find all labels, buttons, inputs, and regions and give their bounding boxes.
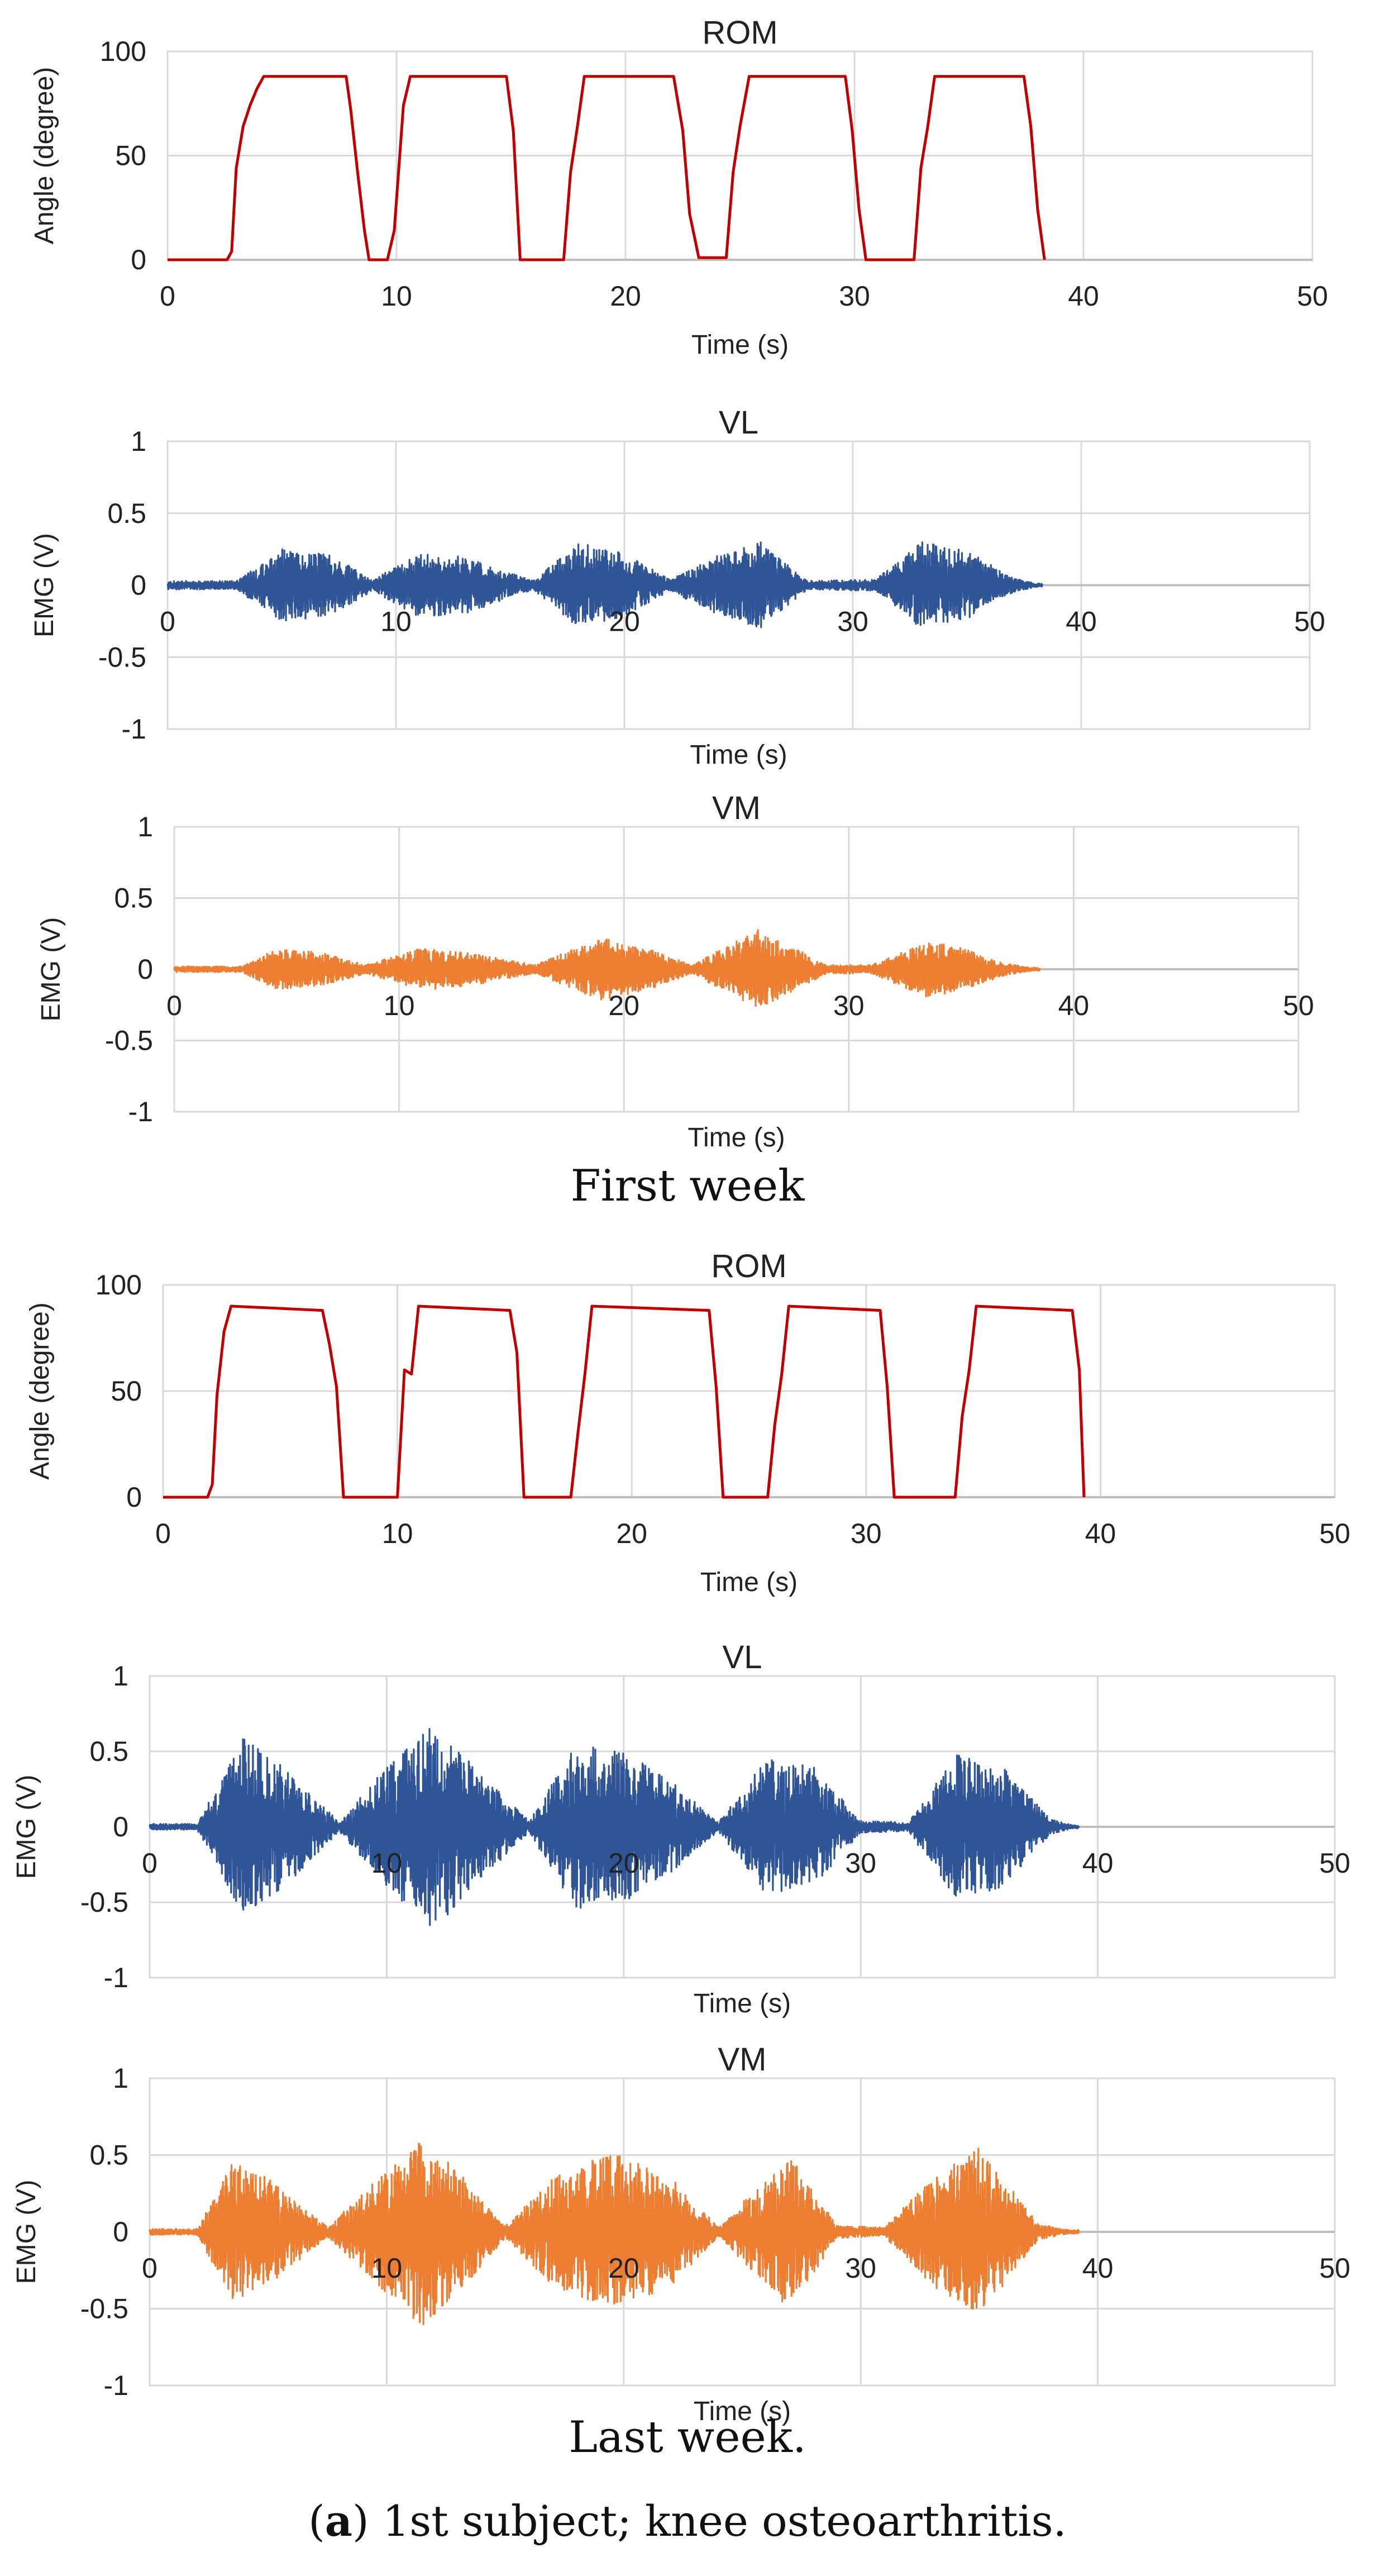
figure-caption-suffix: ) 1st subject; knee osteoarthritis. xyxy=(352,2496,1067,2546)
y-tick-label: -0.5 xyxy=(105,1025,153,1056)
chart-title: ROM xyxy=(702,15,777,51)
x-tick-label: 0 xyxy=(160,606,175,637)
y-tick-label: -1 xyxy=(122,713,146,745)
x-axis-title: Time (s) xyxy=(700,1568,798,1597)
y-tick-label: 0 xyxy=(113,2216,128,2248)
y-axis-title: EMG (V) xyxy=(12,2180,41,2284)
y-tick-label: -0.5 xyxy=(98,641,146,673)
figure-caption: (a) 1st subject; knee osteoarthritis. xyxy=(0,2496,1375,2546)
y-tick-label: 0.5 xyxy=(107,498,146,529)
x-tick-label: 20 xyxy=(609,606,640,637)
x-tick-label: 50 xyxy=(1319,2253,1350,2284)
emg-series-line xyxy=(173,929,1041,1007)
x-tick-label: 20 xyxy=(608,990,639,1021)
y-tick-label: 0.5 xyxy=(89,1736,128,1767)
y-tick-label: 0 xyxy=(113,1811,128,1842)
y-tick-label: -1 xyxy=(104,1962,128,1993)
y-tick-label: -1 xyxy=(128,1096,153,1127)
x-tick-label: 10 xyxy=(381,280,412,312)
x-tick-label: 40 xyxy=(1082,1848,1114,1879)
chart-title: VM xyxy=(718,2041,767,2078)
y-tick-label: -0.5 xyxy=(80,1887,128,1918)
y-tick-label: 0 xyxy=(131,570,146,601)
y-tick-label: 1 xyxy=(131,426,146,457)
figure-caption-letter: a xyxy=(324,2496,353,2546)
x-tick-label: 0 xyxy=(142,2253,157,2284)
y-axis-title: EMG (V) xyxy=(30,533,59,637)
x-tick-label: 20 xyxy=(608,1848,639,1879)
x-tick-label: 0 xyxy=(155,1518,171,1549)
y-tick-label: 50 xyxy=(115,140,146,172)
figure-caption-prefix: ( xyxy=(308,2496,325,2546)
y-tick-label: 0.5 xyxy=(89,2140,128,2171)
x-tick-label: 50 xyxy=(1297,280,1328,312)
x-tick-label: 30 xyxy=(839,280,870,312)
chart-first-rom: ROM 0 50 100 0 10 20 30 40 50 Time (s) Angle (degre… xyxy=(30,15,1328,360)
x-tick-label: 20 xyxy=(608,2253,639,2284)
x-axis-title: Time (s) xyxy=(690,740,787,770)
y-tick-label: 1 xyxy=(113,1660,128,1692)
x-tick-label: 50 xyxy=(1283,990,1314,1021)
x-tick-label: 50 xyxy=(1294,606,1325,637)
x-tick-label: 30 xyxy=(845,2253,876,2284)
emg-series-line xyxy=(149,2142,1080,2325)
y-tick-label: -0.5 xyxy=(80,2293,128,2325)
y-tick-label: 1 xyxy=(113,2063,128,2094)
x-tick-label: 40 xyxy=(1068,280,1099,312)
section-label-last-week: Last week. xyxy=(569,2412,806,2463)
y-tick-label: 50 xyxy=(111,1375,142,1407)
y-tick-label: 100 xyxy=(96,1269,142,1301)
x-tick-label: 0 xyxy=(142,1848,157,1879)
x-tick-label: 40 xyxy=(1082,2253,1114,2284)
x-axis-title: Time (s) xyxy=(694,2397,791,2426)
rom-series-line xyxy=(163,1304,1086,1499)
y-tick-label: 0 xyxy=(137,954,153,985)
x-axis-title: Time (s) xyxy=(691,330,789,360)
x-tick-label: 10 xyxy=(382,1518,413,1549)
x-tick-label: 40 xyxy=(1066,606,1097,637)
y-axis-title: EMG (V) xyxy=(12,1775,41,1879)
x-tick-label: 30 xyxy=(845,1848,876,1879)
x-tick-label: 50 xyxy=(1319,1518,1350,1549)
x-tick-label: 20 xyxy=(616,1518,647,1549)
emg-series-line xyxy=(166,541,1044,628)
emg-series-line xyxy=(149,1728,1080,1926)
x-tick-label: 40 xyxy=(1085,1518,1116,1549)
x-axis-title: Time (s) xyxy=(694,1989,791,2018)
y-axis-title: Angle (degree) xyxy=(25,1302,55,1480)
x-tick-label: 10 xyxy=(371,1848,403,1879)
x-tick-label: 10 xyxy=(384,990,415,1021)
y-axis-title: EMG (V) xyxy=(36,917,66,1022)
x-tick-label: 30 xyxy=(837,606,868,637)
x-axis-title: Time (s) xyxy=(688,1123,785,1153)
y-tick-label: 0 xyxy=(131,244,146,275)
section-label-first-week: First week xyxy=(570,1161,805,1211)
chart-title: VM xyxy=(712,790,761,826)
x-tick-label: 30 xyxy=(833,990,865,1021)
x-tick-label: 0 xyxy=(166,990,182,1021)
y-tick-label: 100 xyxy=(100,36,146,67)
y-tick-label: 1 xyxy=(137,811,153,842)
chart-last-rom: ROM 0 50 100 0 10 20 30 40 50 Time (s) Angle (degre… xyxy=(25,1248,1350,1597)
chart-title: VL xyxy=(719,404,758,441)
x-tick-label: 10 xyxy=(371,2253,403,2284)
x-tick-label: 0 xyxy=(160,280,175,312)
chart-title: VL xyxy=(723,1639,762,1675)
y-tick-label: -1 xyxy=(104,2370,128,2401)
x-tick-label: 30 xyxy=(851,1518,882,1549)
rom-series-line xyxy=(168,75,1046,261)
y-tick-label: 0.5 xyxy=(114,883,153,914)
y-tick-label: 0 xyxy=(126,1482,142,1513)
x-tick-label: 40 xyxy=(1058,990,1090,1021)
x-tick-label: 10 xyxy=(380,606,412,637)
x-tick-label: 50 xyxy=(1319,1848,1350,1879)
y-axis-title: Angle (degree) xyxy=(30,67,59,245)
chart-title: ROM xyxy=(711,1248,786,1284)
x-tick-label: 20 xyxy=(610,280,641,312)
